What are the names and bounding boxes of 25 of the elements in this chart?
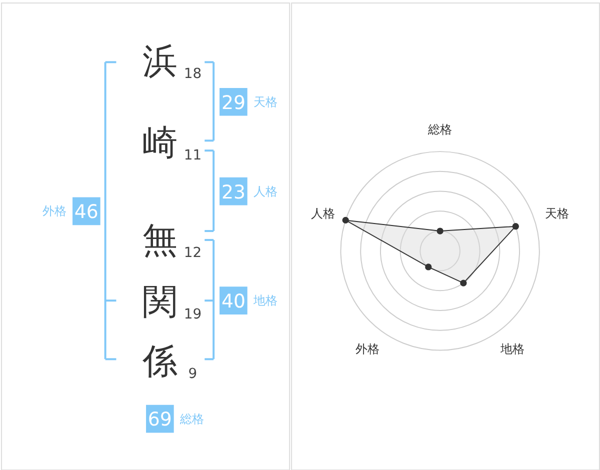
category-label: 浜 [142, 42, 178, 82]
category-label: 地格 [252, 294, 278, 308]
category-label: 人格 [253, 184, 278, 198]
spoke-label: 天格 [545, 206, 570, 220]
spoke-label: 人格 [310, 206, 335, 220]
data-label: 12 [184, 244, 202, 261]
data-label: 18 [184, 66, 202, 82]
category-label: 総格 [178, 412, 204, 426]
data-label: 9 [188, 366, 198, 382]
data-label: 23 [221, 181, 246, 204]
spoke-label: 地格 [499, 342, 524, 356]
data-label: 19 [184, 306, 202, 322]
spoke-label: 外格 [356, 342, 380, 356]
spoke-label: 総格 [427, 122, 452, 137]
category-label: 外格 [42, 204, 67, 218]
category-label: 天格 [253, 94, 278, 109]
category-label: 崎 [142, 124, 178, 164]
category-label: 関 [142, 282, 178, 322]
category-label: 無 [142, 220, 178, 261]
data-label: 69 [148, 408, 172, 431]
data-label: 46 [74, 201, 98, 224]
data-label: 40 [221, 290, 246, 313]
category-label: 係 [141, 342, 178, 382]
data-label: 29 [221, 92, 246, 114]
data-label: 11 [184, 148, 202, 164]
